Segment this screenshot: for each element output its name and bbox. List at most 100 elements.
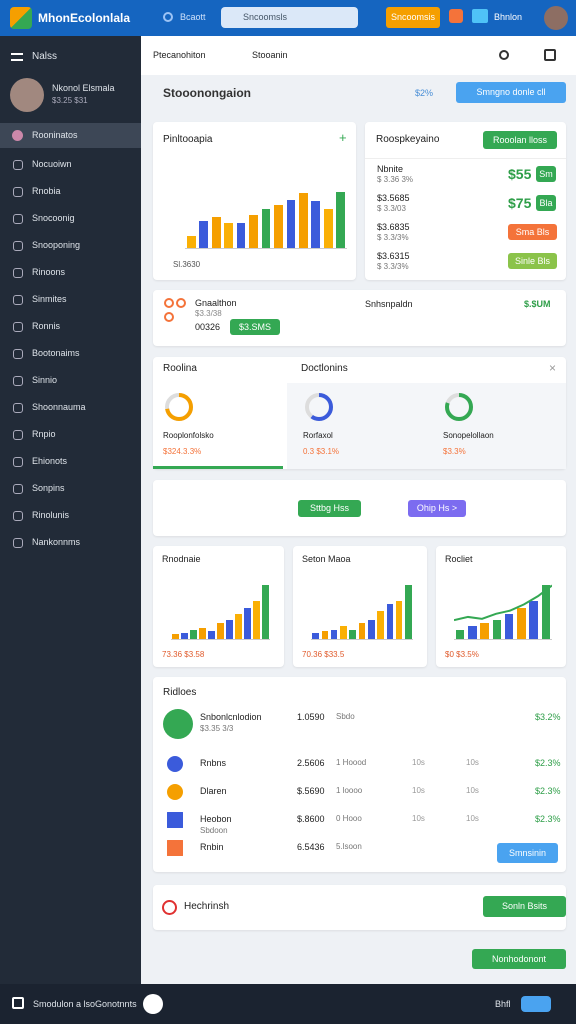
nav-label: Rooninatos <box>32 130 78 140</box>
row-col: 10s <box>412 758 425 767</box>
notify-icon[interactable] <box>449 9 463 23</box>
bar <box>181 632 188 639</box>
panel-label: Rorfaxol <box>303 431 333 440</box>
list-button[interactable]: Smnsinin <box>497 843 558 863</box>
bar <box>321 631 329 639</box>
nav-item[interactable]: Ronnis <box>0 315 141 339</box>
nav-item[interactable]: Rnobia <box>0 180 141 204</box>
nav-item[interactable]: Nocuoiwn <box>0 153 141 177</box>
row-sub: $3.35 3/3 <box>200 724 234 733</box>
search-box[interactable]: Sncoomsls <box>221 7 358 28</box>
nav-icon <box>13 268 23 278</box>
row-amount: 6.5436 <box>297 842 325 852</box>
apps-button[interactable] <box>544 49 556 61</box>
bar <box>186 236 196 248</box>
nav-icon <box>12 130 23 141</box>
row-tag[interactable]: Bla <box>536 195 556 211</box>
bar <box>236 223 246 248</box>
bar <box>208 631 215 639</box>
bar <box>349 629 356 639</box>
strip-button[interactable]: $3.SMS <box>230 319 280 335</box>
nav-item[interactable]: Ehionots <box>0 450 141 474</box>
row-tag[interactable]: Sm <box>536 166 556 182</box>
menu-icon[interactable] <box>11 53 23 61</box>
bar <box>368 620 375 639</box>
nav-item[interactable]: Rinolunis <box>0 504 141 528</box>
nav-item[interactable]: Bootonaims <box>0 342 141 366</box>
nav-item[interactable]: Sonpins <box>0 477 141 501</box>
bar <box>217 623 224 639</box>
status-icon <box>164 312 174 322</box>
nav-item[interactable]: Snooponing <box>0 234 141 258</box>
row-icon <box>167 756 183 772</box>
nav-item-active[interactable]: Rooninatos <box>0 123 141 148</box>
nav-item[interactable]: Rinoons <box>0 261 141 285</box>
bar <box>330 629 338 639</box>
logo-icon <box>10 7 32 29</box>
donut-arc <box>305 393 333 421</box>
page-link: $2% <box>415 88 434 98</box>
nav-icon <box>13 187 23 197</box>
row-tag[interactable]: Sma Bls <box>508 224 557 240</box>
footer-button[interactable]: Nonhodonont <box>472 949 566 969</box>
avatar[interactable] <box>544 6 568 30</box>
primary-button[interactable]: Sttbg Hss <box>298 500 361 517</box>
mini-chart-card: Rnodnaie 73.36 $3.58 <box>153 546 284 667</box>
card-plus[interactable]: + <box>339 130 347 145</box>
nav-item[interactable]: Nankonnms <box>0 531 141 555</box>
row-value: $3.2% <box>535 712 561 722</box>
nav-item[interactable]: Snocoonig <box>0 207 141 231</box>
bar <box>377 610 384 639</box>
axis-line <box>454 639 552 640</box>
nav-label: Rinolunis <box>32 510 70 520</box>
nav-item[interactable]: Sinmites <box>0 288 141 312</box>
row-value: $75 <box>508 195 532 211</box>
bar <box>480 623 489 639</box>
row-sub: $ 3.36 3% <box>377 175 414 184</box>
bar <box>253 601 260 639</box>
secondary-button[interactable]: Ohip Hs > <box>408 500 466 517</box>
card-title: Ridloes <box>163 687 197 698</box>
donut <box>305 393 333 421</box>
nav-icon <box>13 295 23 305</box>
calendar-icon[interactable] <box>472 9 488 23</box>
tab[interactable]: Stooanin <box>252 50 288 60</box>
status-icon <box>176 298 186 308</box>
bottom-toggle[interactable] <box>521 996 551 1012</box>
top-button[interactable]: Sncoomsis <box>386 7 440 28</box>
donut-arc <box>165 393 193 421</box>
row-note: 1 Hoood <box>336 758 367 767</box>
nav-item[interactable]: Rnpio <box>0 423 141 447</box>
card-footer: 73.36 $3.58 <box>162 650 205 659</box>
bar <box>199 627 206 639</box>
search-icon <box>163 12 173 22</box>
nav-item[interactable]: Sinnio <box>0 369 141 393</box>
row-tag[interactable]: Sinle Bls <box>508 253 557 269</box>
strip-sub: $3.3/38 <box>195 309 222 318</box>
card-title: Roospkeyaino <box>376 134 440 145</box>
search-button[interactable] <box>499 50 509 60</box>
row-icon <box>163 709 193 739</box>
card-title: Pinltooapia <box>163 134 213 145</box>
search-label: Bcaott <box>180 12 206 22</box>
subheader: Ptecanohiton Stooanin <box>141 36 576 75</box>
bottom-badge[interactable] <box>143 994 163 1014</box>
nav-label: Ehionots <box>32 456 68 466</box>
page-button[interactable]: Smngno donle cll <box>456 82 566 103</box>
bottom-bar: Smodulon a lsoGonotnnts Bhfl <box>0 984 576 1024</box>
donut <box>445 393 473 421</box>
row-name: Rnbns <box>200 758 227 768</box>
bar <box>517 607 526 639</box>
panel-close[interactable]: × <box>549 361 557 375</box>
bar <box>358 623 366 639</box>
nav-icon <box>13 538 23 548</box>
alert-button[interactable]: Sonln Bsits <box>483 896 566 917</box>
summary-button[interactable]: Rooolan lloss <box>483 131 557 149</box>
nav-item[interactable]: Shoonnauma <box>0 396 141 420</box>
strip-card: Gnaalthon $3.3/38 00326 $3.SMS Snhsnpaldn $.$… <box>153 290 566 346</box>
mini-chart-card: Seton Maoa 70.36 $33.5 <box>293 546 427 667</box>
tab[interactable]: Ptecanohiton <box>153 50 206 60</box>
user-name: Bhnlon <box>494 12 523 22</box>
